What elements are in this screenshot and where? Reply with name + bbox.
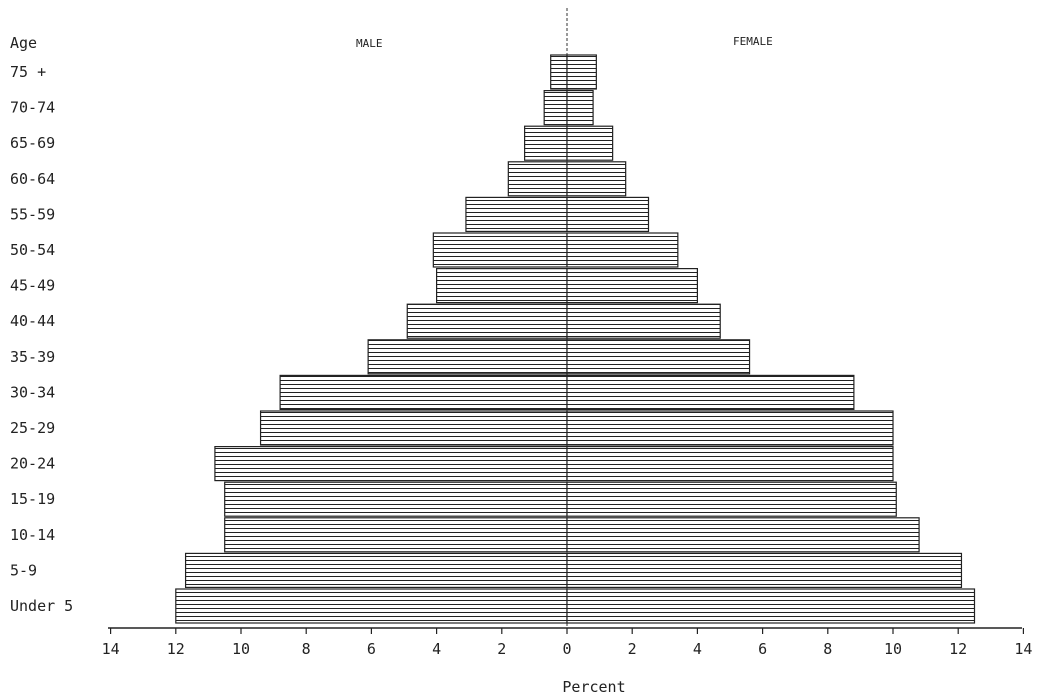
male-bar-0	[550, 54, 568, 90]
female-bar-8	[566, 339, 751, 375]
x-tick-label-4: 6	[367, 640, 376, 658]
female-bar-14	[566, 552, 963, 589]
age-axis-header: Age	[10, 34, 37, 52]
age-label-11: 20-24	[10, 455, 55, 473]
x-tick-label-6: 2	[497, 640, 506, 658]
male-bar-13	[224, 517, 568, 553]
x-tick-label-12: 10	[884, 640, 902, 658]
female-bar-1	[566, 89, 594, 126]
female-bar-6	[566, 268, 698, 304]
age-label-3: 60-64	[10, 170, 55, 188]
age-label-10: 25-29	[10, 419, 55, 437]
x-tick-label-8: 2	[628, 640, 637, 658]
female-bar-13	[566, 517, 920, 553]
x-tick-label-1: 12	[167, 640, 185, 658]
age-label-0: 75 +	[10, 63, 46, 81]
x-tick-label-11: 8	[823, 640, 832, 658]
age-label-4: 55-59	[10, 205, 55, 223]
age-label-6: 45-49	[10, 277, 55, 295]
x-tick-label-14: 14	[1014, 640, 1032, 658]
age-label-8: 35-39	[10, 348, 55, 366]
age-label-13: 10-14	[10, 526, 55, 544]
female-bar-2	[566, 125, 614, 161]
male-bar-11	[214, 446, 568, 482]
female-bar-15	[566, 588, 976, 624]
age-labels-group: 75 + 70-74 65-69 60-64 55-59 50-54 45-49 40-44 3…	[10, 63, 73, 615]
age-label-15: Under 5	[10, 597, 73, 615]
age-label-7: 40-44	[10, 312, 55, 330]
x-ticks-group: 14 12 10 8 6 4 2 0 2 4 6 8 10 12 14	[102, 628, 1032, 658]
age-label-5: 50-54	[10, 241, 55, 259]
age-label-1: 70-74	[10, 99, 55, 117]
female-bar-10	[566, 410, 894, 446]
male-bar-12	[224, 481, 568, 517]
age-label-14: 5-9	[10, 561, 37, 579]
age-label-9: 30-34	[10, 383, 55, 401]
female-bar-5	[566, 232, 679, 268]
male-series-label: MALE	[356, 37, 383, 50]
x-tick-label-3: 8	[302, 640, 311, 658]
x-tick-label-2: 10	[232, 640, 250, 658]
female-series-label: FEMALE	[733, 35, 773, 48]
bars-group	[175, 54, 976, 624]
x-tick-label-9: 4	[693, 640, 702, 658]
male-bar-8	[367, 339, 568, 375]
female-bar-3	[566, 161, 627, 197]
male-bar-5	[432, 232, 568, 268]
male-bar-15	[175, 588, 568, 624]
x-tick-label-7: 0	[562, 640, 571, 658]
age-label-12: 15-19	[10, 490, 55, 508]
female-bar-12	[566, 481, 897, 517]
male-bar-2	[524, 125, 568, 161]
male-bar-4	[465, 196, 568, 232]
x-tick-label-10: 6	[758, 640, 767, 658]
male-bar-9	[279, 374, 568, 410]
male-bar-14	[184, 552, 568, 589]
x-tick-label-5: 4	[432, 640, 441, 658]
x-axis-label: Percent	[562, 678, 625, 696]
male-bar-3	[507, 161, 568, 197]
female-bar-11	[566, 446, 894, 482]
age-label-2: 65-69	[10, 134, 55, 152]
female-bar-9	[566, 374, 855, 410]
x-tick-label-0: 14	[102, 640, 120, 658]
male-bar-7	[406, 303, 568, 339]
male-bar-6	[436, 268, 568, 304]
x-tick-label-13: 12	[949, 640, 967, 658]
female-bar-7	[566, 303, 721, 339]
male-bar-10	[259, 410, 568, 446]
female-bar-4	[566, 196, 650, 232]
female-bar-0	[566, 54, 597, 90]
male-bar-1	[543, 89, 568, 126]
